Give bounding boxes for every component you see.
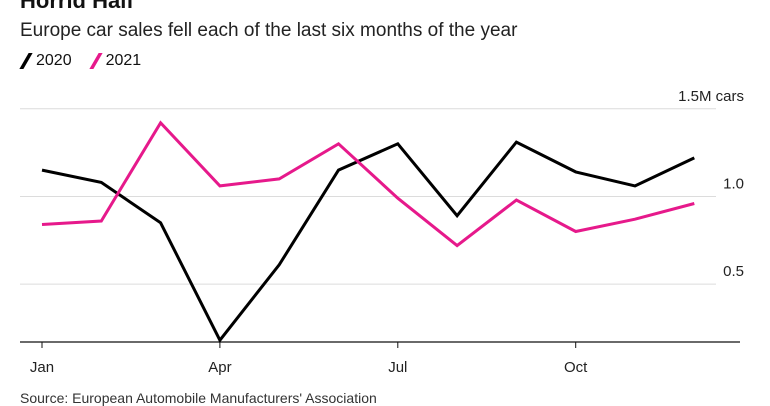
chart-source: Source: European Automobile Manufacturer… — [20, 390, 377, 406]
legend-item-2020: 2020 — [19, 51, 72, 71]
chart-legend: 2020 2021 — [19, 51, 142, 71]
legend-label-2021: 2021 — [105, 52, 142, 69]
y-tick-label: 0.5 — [723, 263, 744, 280]
x-tick-label: Apr — [208, 359, 231, 376]
gridlines — [20, 108, 716, 285]
legend-label-2020: 2020 — [36, 52, 72, 69]
y-axis-labels: 0.5 1.0 1.5M cars — [678, 88, 744, 280]
x-tick-label: Jul — [388, 359, 407, 376]
series-lines — [41, 120, 695, 343]
legend-item-2021: 2021 — [88, 51, 142, 71]
x-tick-label: Oct — [564, 359, 588, 376]
series-line-2021 — [41, 120, 695, 248]
chart-title: Horrid Half — [20, 0, 134, 13]
x-tick-label: Jan — [30, 359, 54, 376]
series-line-2020 — [41, 140, 695, 343]
chart-subtitle: Europe car sales fell each of the last s… — [20, 20, 518, 41]
y-tick-label: 1.5M cars — [678, 88, 744, 105]
x-axis: Jan Apr Jul Oct — [20, 341, 740, 376]
y-tick-label: 1.0 — [723, 175, 744, 192]
